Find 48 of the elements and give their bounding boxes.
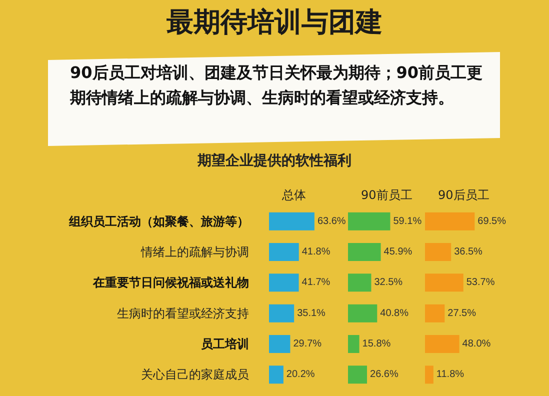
data-label: 15.8% (362, 338, 391, 350)
bar (348, 243, 381, 261)
text: 期望企业提供的软性福利 (196, 152, 352, 170)
data-label: 35.1% (297, 308, 326, 319)
data-label: 20.2% (286, 369, 315, 380)
bar (425, 366, 434, 384)
bar (269, 243, 299, 261)
chart-subtitle: 90后员工对培训、团建及节日关怀最为期待；90前员工更期待情绪上的疏解与协调、生病时的看望或经济支持。 (70, 62, 484, 109)
series-label: 90前员工 (361, 188, 412, 202)
data-label: 40.8% (380, 308, 409, 319)
data-label: 45.9% (384, 246, 412, 258)
bar (425, 335, 460, 353)
chart-title: 最期待培训与团建 (166, 6, 384, 40)
bar (348, 366, 368, 384)
data-label: 41.8% (302, 246, 330, 258)
y-tick-label: 组织员工活动（如聚餐、旅游等） (68, 214, 249, 228)
bar (348, 335, 360, 353)
bar (425, 243, 452, 261)
bar (269, 335, 290, 353)
bar (269, 366, 284, 384)
series-label: 90后员工 (438, 188, 490, 202)
bar (269, 304, 294, 322)
bar (348, 304, 378, 322)
data-label: 48.0% (462, 338, 491, 350)
data-label: 26.6% (370, 369, 398, 380)
y-tick-label: 情绪上的疏解与协调 (140, 245, 249, 259)
data-label: 36.5% (454, 246, 483, 258)
y-tick-label: 在重要节日问候祝福或送礼物 (92, 276, 249, 290)
bar (425, 274, 464, 292)
data-label: 32.5% (374, 277, 403, 288)
data-label: 63.6% (317, 216, 346, 227)
data-label: 59.1% (393, 216, 422, 227)
y-tick-label: 关心自己的家庭成员 (141, 368, 249, 382)
bar (425, 304, 445, 322)
data-label: 69.5% (478, 216, 506, 227)
y-tick-label: 员工培训 (201, 337, 249, 351)
bar (425, 212, 475, 230)
data-label: 11.8% (436, 369, 464, 380)
data-label: 27.5% (448, 308, 476, 319)
y-tick-label: 生病时的看望或经济支持 (117, 306, 249, 320)
data-label: 41.7% (302, 277, 330, 288)
bar (348, 212, 390, 230)
data-label: 29.7% (293, 338, 322, 350)
data-label: 53.7% (466, 277, 495, 288)
bar (269, 274, 299, 292)
bar (348, 274, 372, 292)
series-label: 总体 (281, 188, 306, 202)
bar (269, 212, 314, 230)
